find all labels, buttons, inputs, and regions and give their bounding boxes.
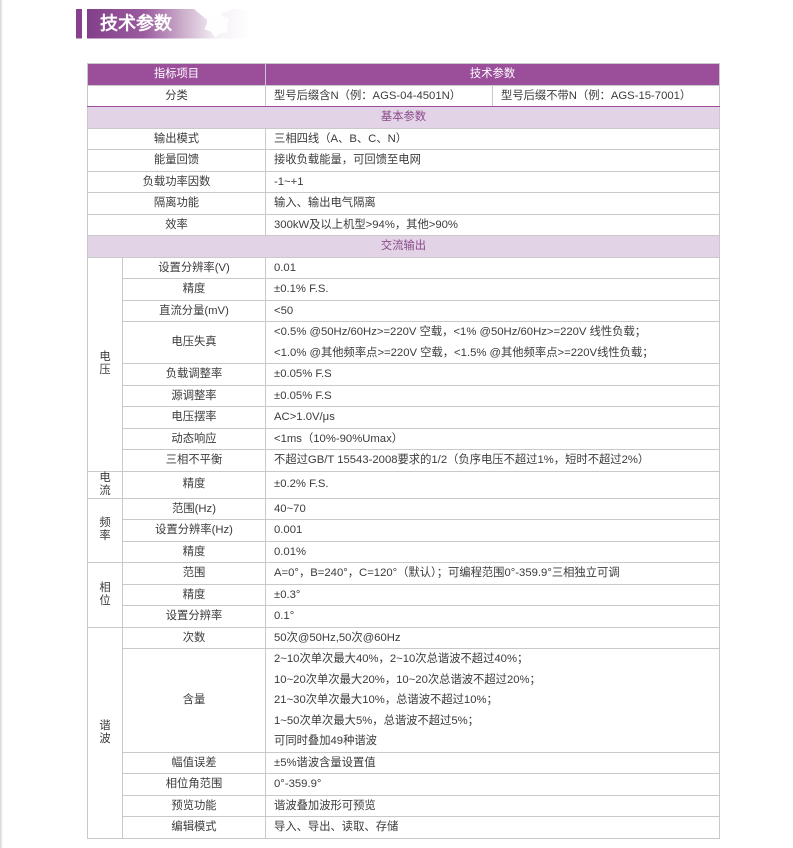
svg-text:技术参数: 技术参数 (100, 13, 173, 34)
